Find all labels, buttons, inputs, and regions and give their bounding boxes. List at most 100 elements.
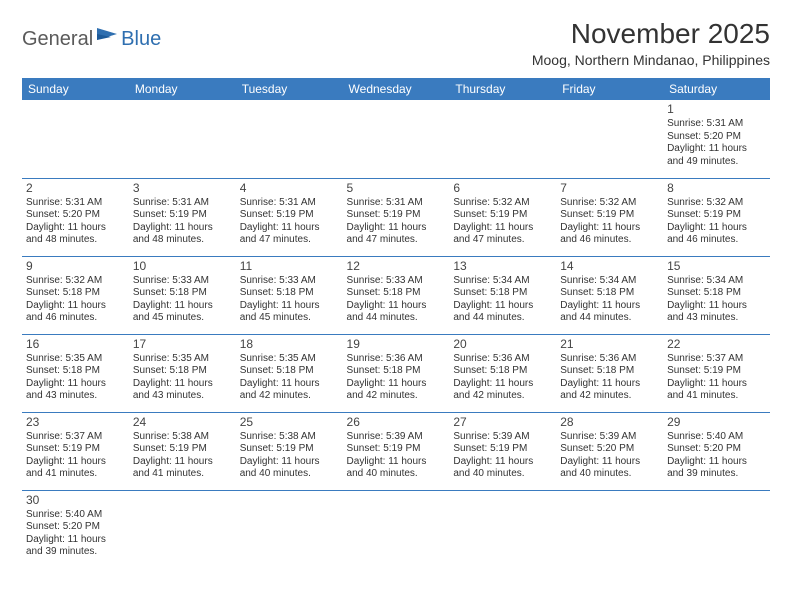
sunset-line: Sunset: 5:20 PM xyxy=(560,443,659,456)
calendar-cell: 27Sunrise: 5:39 AMSunset: 5:19 PMDayligh… xyxy=(449,412,556,490)
calendar-cell: 17Sunrise: 5:35 AMSunset: 5:18 PMDayligh… xyxy=(129,334,236,412)
calendar-cell: 21Sunrise: 5:36 AMSunset: 5:18 PMDayligh… xyxy=(556,334,663,412)
sunset-line: Sunset: 5:19 PM xyxy=(240,443,339,456)
calendar-cell xyxy=(556,490,663,568)
sunrise-line: Sunrise: 5:36 AM xyxy=(453,353,552,366)
daylight-line: Daylight: 11 hours and 41 minutes. xyxy=(667,378,766,403)
day-number: 26 xyxy=(347,415,446,430)
sunset-line: Sunset: 5:18 PM xyxy=(133,287,232,300)
weekday-header-row: SundayMondayTuesdayWednesdayThursdayFrid… xyxy=(22,78,770,100)
calendar-cell: 29Sunrise: 5:40 AMSunset: 5:20 PMDayligh… xyxy=(663,412,770,490)
sunset-line: Sunset: 5:18 PM xyxy=(26,365,125,378)
calendar-cell xyxy=(343,490,450,568)
sunset-line: Sunset: 5:20 PM xyxy=(667,131,766,144)
day-number: 9 xyxy=(26,259,125,274)
calendar-cell: 9Sunrise: 5:32 AMSunset: 5:18 PMDaylight… xyxy=(22,256,129,334)
calendar-cell: 2Sunrise: 5:31 AMSunset: 5:20 PMDaylight… xyxy=(22,178,129,256)
daylight-line: Daylight: 11 hours and 47 minutes. xyxy=(347,222,446,247)
day-number: 23 xyxy=(26,415,125,430)
daylight-line: Daylight: 11 hours and 44 minutes. xyxy=(347,300,446,325)
calendar-body: 1Sunrise: 5:31 AMSunset: 5:20 PMDaylight… xyxy=(22,100,770,568)
day-number: 22 xyxy=(667,337,766,352)
day-number: 3 xyxy=(133,181,232,196)
daylight-line: Daylight: 11 hours and 41 minutes. xyxy=(133,456,232,481)
daylight-line: Daylight: 11 hours and 47 minutes. xyxy=(240,222,339,247)
sunrise-line: Sunrise: 5:32 AM xyxy=(26,275,125,288)
calendar-cell xyxy=(236,490,343,568)
calendar-cell: 15Sunrise: 5:34 AMSunset: 5:18 PMDayligh… xyxy=(663,256,770,334)
calendar-cell: 10Sunrise: 5:33 AMSunset: 5:18 PMDayligh… xyxy=(129,256,236,334)
sunset-line: Sunset: 5:19 PM xyxy=(240,209,339,222)
calendar-cell: 12Sunrise: 5:33 AMSunset: 5:18 PMDayligh… xyxy=(343,256,450,334)
day-number: 14 xyxy=(560,259,659,274)
sunrise-line: Sunrise: 5:36 AM xyxy=(560,353,659,366)
day-number: 25 xyxy=(240,415,339,430)
sunset-line: Sunset: 5:18 PM xyxy=(240,365,339,378)
sunset-line: Sunset: 5:18 PM xyxy=(347,365,446,378)
day-number: 2 xyxy=(26,181,125,196)
daylight-line: Daylight: 11 hours and 41 minutes. xyxy=(26,456,125,481)
calendar-cell xyxy=(663,490,770,568)
daylight-line: Daylight: 11 hours and 39 minutes. xyxy=(667,456,766,481)
sunrise-line: Sunrise: 5:35 AM xyxy=(240,353,339,366)
daylight-line: Daylight: 11 hours and 48 minutes. xyxy=(26,222,125,247)
sunrise-line: Sunrise: 5:38 AM xyxy=(240,431,339,444)
day-number: 4 xyxy=(240,181,339,196)
sunset-line: Sunset: 5:18 PM xyxy=(26,287,125,300)
logo: General Blue xyxy=(22,26,161,53)
daylight-line: Daylight: 11 hours and 40 minutes. xyxy=(453,456,552,481)
sunrise-line: Sunrise: 5:39 AM xyxy=(347,431,446,444)
sunrise-line: Sunrise: 5:33 AM xyxy=(133,275,232,288)
calendar-cell: 23Sunrise: 5:37 AMSunset: 5:19 PMDayligh… xyxy=(22,412,129,490)
sunrise-line: Sunrise: 5:31 AM xyxy=(240,197,339,210)
sunset-line: Sunset: 5:19 PM xyxy=(133,443,232,456)
sunset-line: Sunset: 5:19 PM xyxy=(560,209,659,222)
sunset-line: Sunset: 5:19 PM xyxy=(453,209,552,222)
day-number: 5 xyxy=(347,181,446,196)
calendar-cell: 26Sunrise: 5:39 AMSunset: 5:19 PMDayligh… xyxy=(343,412,450,490)
daylight-line: Daylight: 11 hours and 45 minutes. xyxy=(133,300,232,325)
calendar-cell: 25Sunrise: 5:38 AMSunset: 5:19 PMDayligh… xyxy=(236,412,343,490)
day-number: 17 xyxy=(133,337,232,352)
daylight-line: Daylight: 11 hours and 40 minutes. xyxy=(240,456,339,481)
day-number: 12 xyxy=(347,259,446,274)
sunrise-line: Sunrise: 5:37 AM xyxy=(26,431,125,444)
calendar-cell xyxy=(22,100,129,178)
calendar-cell: 11Sunrise: 5:33 AMSunset: 5:18 PMDayligh… xyxy=(236,256,343,334)
daylight-line: Daylight: 11 hours and 42 minutes. xyxy=(240,378,339,403)
sunset-line: Sunset: 5:19 PM xyxy=(667,209,766,222)
daylight-line: Daylight: 11 hours and 48 minutes. xyxy=(133,222,232,247)
sunset-line: Sunset: 5:18 PM xyxy=(667,287,766,300)
logo-text-general: General xyxy=(22,28,93,51)
day-number: 27 xyxy=(453,415,552,430)
sunrise-line: Sunrise: 5:39 AM xyxy=(560,431,659,444)
day-number: 28 xyxy=(560,415,659,430)
sunrise-line: Sunrise: 5:36 AM xyxy=(347,353,446,366)
sunrise-line: Sunrise: 5:38 AM xyxy=(133,431,232,444)
calendar-row: 16Sunrise: 5:35 AMSunset: 5:18 PMDayligh… xyxy=(22,334,770,412)
calendar-cell: 16Sunrise: 5:35 AMSunset: 5:18 PMDayligh… xyxy=(22,334,129,412)
sunset-line: Sunset: 5:19 PM xyxy=(347,209,446,222)
sunset-line: Sunset: 5:20 PM xyxy=(26,521,125,534)
daylight-line: Daylight: 11 hours and 42 minutes. xyxy=(347,378,446,403)
calendar-cell: 24Sunrise: 5:38 AMSunset: 5:19 PMDayligh… xyxy=(129,412,236,490)
weekday-header: Saturday xyxy=(663,78,770,100)
daylight-line: Daylight: 11 hours and 43 minutes. xyxy=(133,378,232,403)
sunrise-line: Sunrise: 5:31 AM xyxy=(667,118,766,131)
sunset-line: Sunset: 5:19 PM xyxy=(347,443,446,456)
weekday-header: Monday xyxy=(129,78,236,100)
calendar-cell: 22Sunrise: 5:37 AMSunset: 5:19 PMDayligh… xyxy=(663,334,770,412)
daylight-line: Daylight: 11 hours and 40 minutes. xyxy=(347,456,446,481)
weekday-header: Wednesday xyxy=(343,78,450,100)
sunset-line: Sunset: 5:18 PM xyxy=(560,365,659,378)
sunrise-line: Sunrise: 5:31 AM xyxy=(347,197,446,210)
calendar-table: SundayMondayTuesdayWednesdayThursdayFrid… xyxy=(22,78,770,568)
sunset-line: Sunset: 5:18 PM xyxy=(453,287,552,300)
header: General Blue November 2025 Moog, Norther… xyxy=(22,18,770,68)
sunrise-line: Sunrise: 5:34 AM xyxy=(560,275,659,288)
calendar-cell xyxy=(449,490,556,568)
day-number: 20 xyxy=(453,337,552,352)
sunset-line: Sunset: 5:19 PM xyxy=(26,443,125,456)
daylight-line: Daylight: 11 hours and 49 minutes. xyxy=(667,143,766,168)
calendar-cell xyxy=(343,100,450,178)
